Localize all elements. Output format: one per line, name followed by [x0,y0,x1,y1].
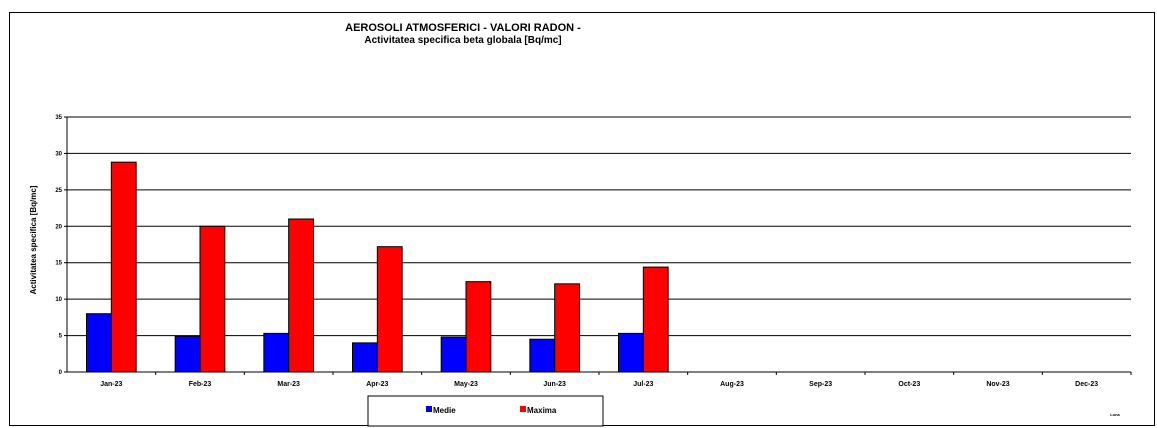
y-tick-label: 25 [55,188,62,194]
x-tick-label: Jul-23 [633,381,653,388]
bar-medie [263,332,290,373]
bar-maxima [110,161,137,373]
bar-chart: AEROSOLI ATMOSFERICI - VALORI RADON - Ac… [29,22,1132,427]
x-tick-label: Aug-23 [720,381,744,388]
bar-medie [529,338,556,373]
y-tick-label: 10 [55,297,62,303]
y-tick-label: 20 [55,224,62,230]
bar-maxima [642,266,669,373]
chart-frame: AEROSOLI ATMOSFERICI - VALORI RADON - Ac… [9,12,1155,427]
legend: Medie Maxima [367,395,604,427]
y-tick-label: 5 [59,334,63,340]
bar-maxima [376,246,403,373]
legend-label-medie: Medie [433,406,456,415]
plot-area: 0 5 10 15 20 25 30 35 Jan-23 Feb-23 Mar-23 Apr-23 Ma… [55,115,1132,388]
bar-medie [86,313,112,373]
chart-title: AEROSOLI ATMOSFERICI - VALORI RADON - [345,22,581,34]
bar-medie [618,332,644,373]
bar-medie [352,342,378,373]
x-axis-label: Luna [1110,412,1120,417]
bar-medie [440,336,467,373]
legend-swatch-maxima [520,406,526,412]
legend-box [367,395,604,427]
x-tick-label: Nov-23 [986,381,1009,388]
bar-maxima [465,281,492,373]
bar-maxima [554,283,580,373]
bar-maxima [199,225,226,373]
y-tick-label: 0 [59,370,63,376]
legend-label-maxima: Maxima [527,406,557,415]
bar-medie [174,335,201,373]
x-tick-label: Jun-23 [543,381,566,388]
y-axis-label: Activitatea specifica [Bq/mc] [29,185,38,294]
y-tick-label: 30 [55,151,62,157]
y-tick-label: 35 [55,115,62,121]
chart-subtitle: Activitatea specifica beta globala [Bq/m… [364,35,561,46]
x-tick-label: Mar-23 [277,381,300,388]
x-tick-label: Sep-23 [809,381,832,388]
x-tick-label: Apr-23 [366,381,388,388]
x-tick-label: Dec-23 [1075,381,1098,388]
y-tick-label: 15 [55,261,62,267]
x-tick-label: Jan-23 [100,381,122,388]
x-tick-label: Oct-23 [898,381,920,388]
legend-swatch-medie [426,406,432,412]
bar-maxima [288,218,314,373]
x-tick-label: May-23 [454,381,478,388]
x-tick-label: Feb-23 [189,381,212,388]
